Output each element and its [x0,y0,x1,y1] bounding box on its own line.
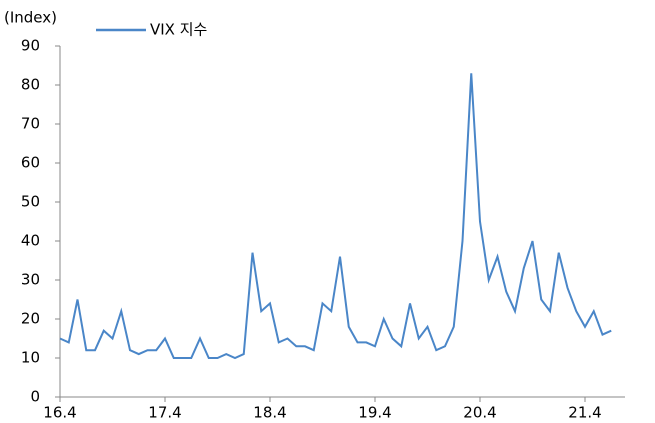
x-tick-label: 18.4 [253,404,286,422]
y-tick-label: 80 [21,76,40,94]
x-tick-label: 20.4 [463,404,496,422]
y-tick-label: 70 [21,115,40,133]
x-tick-label: 21.4 [568,404,601,422]
y-tick-label: 0 [30,388,40,406]
legend-label: VIX 지수 [150,21,207,39]
x-tick-label: 16.4 [43,404,76,422]
y-tick-label: 50 [21,193,40,211]
x-tick-label: 17.4 [148,404,181,422]
x-tick-label: 19.4 [358,404,391,422]
y-tick-label: 20 [21,310,40,328]
data-line [59,73,612,360]
y-tick-label: 90 [21,37,40,55]
y-tick-label: 40 [21,232,40,250]
y-tick-label: 60 [21,154,40,172]
y-tick-label: 30 [21,271,40,289]
y-tick-label: 10 [21,349,40,367]
y-axis-label: (Index) [4,9,57,27]
